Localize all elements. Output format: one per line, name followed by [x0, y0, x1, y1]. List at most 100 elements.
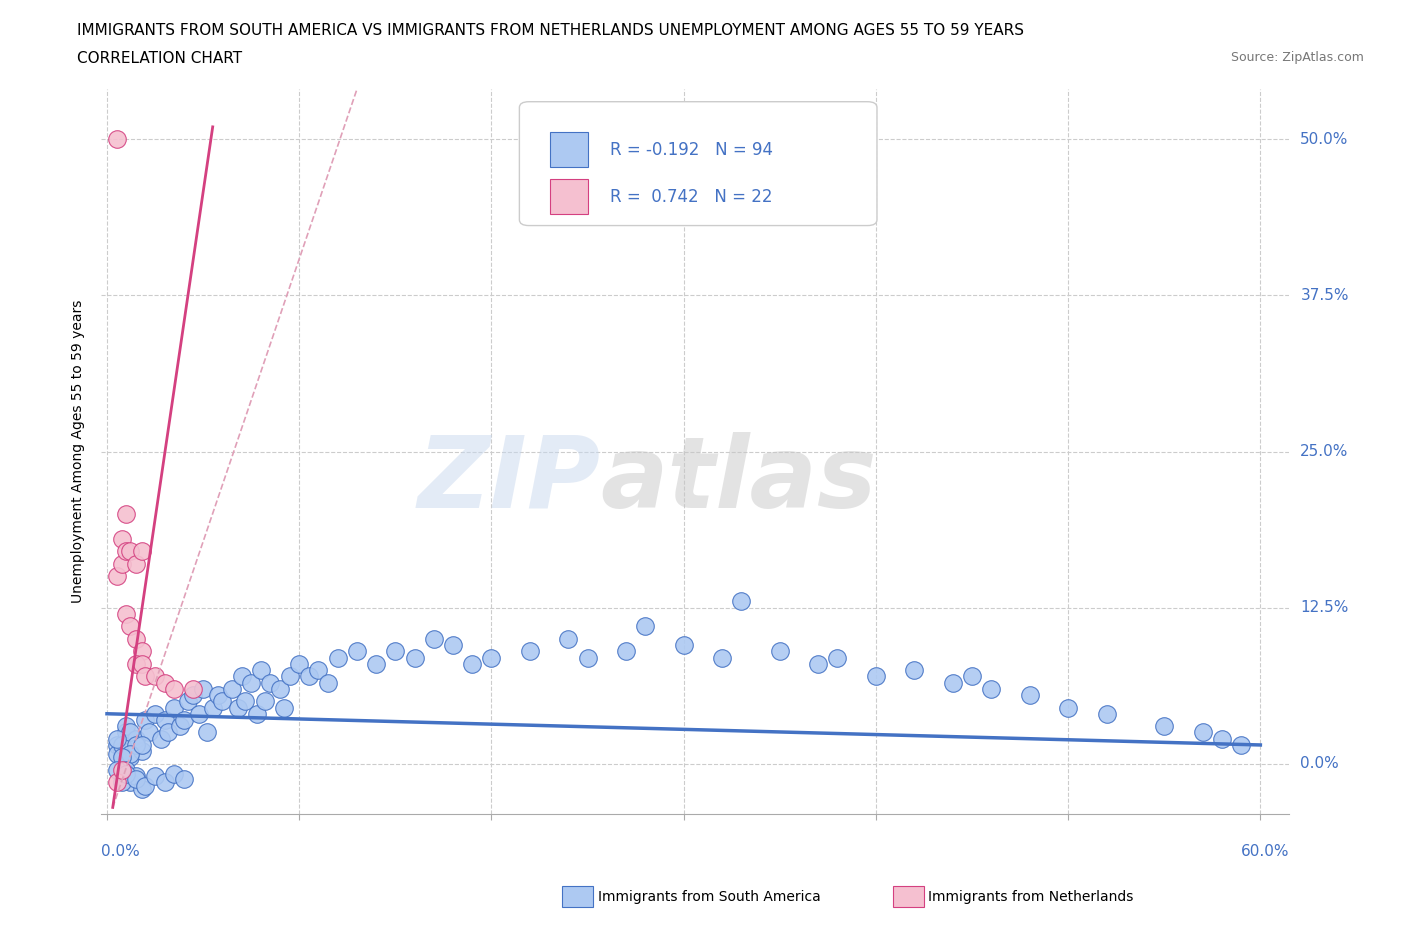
Point: [118, 750, 141, 764]
Point: [1230, 737, 1253, 752]
Point: [111, 744, 134, 759]
Point: [711, 650, 734, 665]
Point: [105, 737, 128, 752]
Point: [111, 775, 134, 790]
Point: [131, 657, 153, 671]
Point: [105, 775, 128, 790]
Point: [111, 531, 134, 546]
Point: [143, 706, 166, 721]
Text: 37.5%: 37.5%: [1301, 288, 1348, 303]
Point: [125, 731, 148, 746]
Point: [576, 650, 599, 665]
Text: Source: ZipAtlas.com: Source: ZipAtlas.com: [1230, 51, 1364, 64]
Point: [519, 644, 541, 658]
Point: [1211, 731, 1233, 746]
Point: [111, 750, 134, 764]
Point: [143, 769, 166, 784]
Point: [221, 682, 243, 697]
Text: IMMIGRANTS FROM SOUTH AMERICA VS IMMIGRANTS FROM NETHERLANDS UNEMPLOYMENT AMONG : IMMIGRANTS FROM SOUTH AMERICA VS IMMIGRA…: [77, 23, 1025, 38]
Point: [980, 682, 1002, 697]
Point: [125, 556, 148, 571]
Point: [115, 725, 138, 740]
Text: R = -0.192   N = 94: R = -0.192 N = 94: [610, 140, 773, 158]
Text: 25.0%: 25.0%: [1301, 444, 1348, 459]
Point: [249, 662, 271, 677]
Point: [149, 731, 172, 746]
Point: [235, 694, 257, 709]
Text: 50.0%: 50.0%: [1301, 132, 1348, 147]
Point: [153, 775, 176, 790]
Point: [118, 775, 141, 790]
Point: [118, 725, 141, 740]
Point: [441, 638, 464, 653]
Point: [131, 644, 153, 658]
FancyBboxPatch shape: [550, 179, 588, 214]
Point: [115, 606, 138, 621]
Point: [827, 650, 849, 665]
Point: [316, 675, 339, 690]
Point: [157, 725, 180, 740]
Point: [769, 644, 792, 658]
Point: [131, 744, 153, 759]
Point: [278, 669, 301, 684]
Point: [307, 662, 329, 677]
FancyBboxPatch shape: [519, 101, 877, 226]
Point: [1018, 687, 1040, 702]
Point: [143, 669, 166, 684]
Point: [134, 669, 156, 684]
Point: [614, 644, 637, 658]
Point: [111, 763, 134, 777]
Point: [461, 657, 484, 671]
Point: [105, 132, 128, 147]
Point: [118, 544, 141, 559]
Point: [191, 682, 214, 697]
Point: [105, 569, 128, 584]
Point: [423, 631, 446, 646]
Point: [269, 682, 291, 697]
Point: [163, 700, 186, 715]
Point: [231, 669, 253, 684]
Point: [226, 700, 249, 715]
Point: [105, 746, 128, 761]
Point: [169, 719, 191, 734]
Point: [125, 771, 148, 786]
Point: [246, 706, 269, 721]
Point: [153, 675, 176, 690]
Point: [346, 644, 368, 658]
Point: [364, 657, 387, 671]
Point: [634, 618, 657, 633]
Point: [384, 644, 406, 658]
Point: [111, 737, 134, 752]
Point: [960, 669, 983, 684]
Point: [288, 657, 311, 671]
Point: [195, 725, 218, 740]
Point: [134, 778, 156, 793]
Point: [903, 662, 925, 677]
Text: R =  0.742   N = 22: R = 0.742 N = 22: [610, 188, 772, 206]
Point: [125, 737, 148, 752]
Point: [672, 638, 695, 653]
Point: [211, 694, 233, 709]
Point: [298, 669, 321, 684]
Point: [273, 700, 295, 715]
Point: [115, 766, 138, 781]
Point: [326, 650, 349, 665]
Point: [163, 766, 186, 781]
Y-axis label: Unemployment Among Ages 55 to 59 years: Unemployment Among Ages 55 to 59 years: [72, 299, 86, 604]
Point: [105, 763, 128, 777]
FancyBboxPatch shape: [550, 132, 588, 166]
Point: [188, 706, 211, 721]
Point: [131, 737, 153, 752]
Point: [201, 700, 224, 715]
Point: [118, 618, 141, 633]
Point: [481, 650, 503, 665]
Point: [1153, 719, 1175, 734]
Point: [105, 731, 128, 746]
Point: [404, 650, 426, 665]
Point: [173, 712, 195, 727]
Text: 60.0%: 60.0%: [1240, 844, 1289, 859]
Point: [259, 675, 281, 690]
Point: [1191, 725, 1213, 740]
Point: [138, 725, 160, 740]
Point: [115, 507, 138, 522]
